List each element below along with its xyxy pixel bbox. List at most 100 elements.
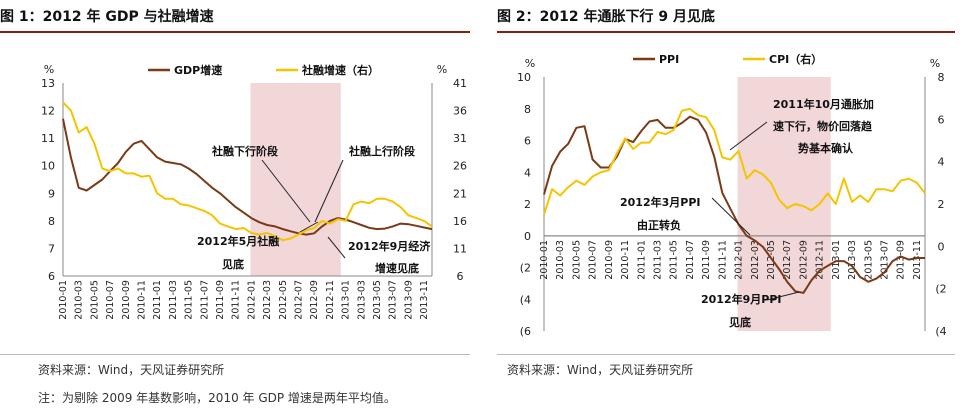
x-tick-label: 2012-01 xyxy=(246,280,257,320)
y-right-tick-label: 36 xyxy=(453,105,467,118)
x-tick-label: 2010-11 xyxy=(137,280,148,320)
y-right-tick-label: 26 xyxy=(453,160,467,173)
y-left-tick-label: 11 xyxy=(41,132,55,145)
x-tick-label: 2011-01 xyxy=(152,280,163,320)
y-right-tick-label: 6 xyxy=(457,270,464,283)
y-right-tick-label: 11 xyxy=(453,242,467,255)
x-tick-label: 2011-09 xyxy=(701,240,712,280)
legend-label: PPI xyxy=(659,53,679,66)
y-left-tick-label: 10 xyxy=(41,160,55,173)
annotation-text: 2012年3月PPI xyxy=(620,195,701,209)
y-right-tick-label: 21 xyxy=(453,187,467,200)
figure-2-chart: 10 8 6 4 2 0 (2 (4 (6 8 6 4 2 0 (2 (4% % 2010-01 2010-03 20… xyxy=(517,52,947,338)
x-tick-label: 2011-09 xyxy=(215,280,226,320)
x-tick-label: 2011-01 xyxy=(636,240,647,280)
x-tick-label: 2013-11 xyxy=(912,240,923,280)
y-right-tick-label: 4 xyxy=(938,156,945,169)
figure-2-source-rule xyxy=(497,354,955,355)
figure-1-chart: 6 7 8 9 10 11 12 13 6 11 16 21 26 31 36 41% % 2010-01 2010… xyxy=(41,63,467,320)
y-left-tick-label: 8 xyxy=(524,103,531,116)
annotation-arrow xyxy=(327,236,346,259)
y-right-tick-label: 8 xyxy=(938,71,945,84)
x-tick-label: 2013-07 xyxy=(388,280,399,320)
x-tick-label: 2011-11 xyxy=(717,240,728,280)
x-tick-label: 2012-05 xyxy=(278,280,289,320)
annotation-text: 见底 xyxy=(222,257,244,271)
x-tick-label: 2013-01 xyxy=(341,280,352,320)
x-tick-label: 2012-11 xyxy=(815,240,826,280)
y-right-tick-label: 6 xyxy=(938,113,945,126)
x-tick-label: 2010-09 xyxy=(604,240,615,280)
y-left-tick-label: 12 xyxy=(41,105,55,118)
x-tick-label: 2012-01 xyxy=(734,240,745,280)
x-tick-label: 2011-05 xyxy=(669,240,680,280)
series-line-secondary xyxy=(543,107,926,215)
x-tick-label: 2012-09 xyxy=(798,240,809,280)
y-left-tick-label: 6 xyxy=(524,135,531,148)
x-tick-label: 2011-05 xyxy=(184,280,195,320)
x-tick-label: 2013-03 xyxy=(356,280,367,320)
legend-label: CPI（右） xyxy=(769,52,822,66)
figure-1-panel: 图 1：2012 年 GDP 与社融增速 6 7 8 9 10 11 12 13 6 11 16 21… xyxy=(0,0,478,410)
x-tick-label: 2010-11 xyxy=(620,240,631,280)
figure-2-title-rule xyxy=(497,31,955,33)
figure-1-title: 图 1：2012 年 GDP 与社融增速 xyxy=(0,9,214,25)
x-tick-label: 2011-03 xyxy=(652,240,663,280)
x-tick-label: 2013-09 xyxy=(896,240,907,280)
y-left-tick-label: 8 xyxy=(48,215,55,228)
annotation-arrow xyxy=(766,291,800,301)
annotation-arrow xyxy=(729,121,768,151)
figure-1-title-rule xyxy=(0,31,470,33)
annotation-text: 由正转负 xyxy=(637,218,681,232)
y-right-tick-label: (2 xyxy=(935,283,946,296)
y-right-unit-label: % xyxy=(930,57,940,70)
x-tick-label: 2011-07 xyxy=(199,280,210,320)
annotation-text: 势基本确认 xyxy=(798,141,854,155)
y-left-tick-label: (4 xyxy=(520,293,531,306)
x-tick-label: 2013-07 xyxy=(879,240,890,280)
y-right-tick-label: 2 xyxy=(938,198,945,211)
x-tick-label: 2011-11 xyxy=(231,280,242,320)
annotation-text: 2012年9月PPI xyxy=(701,292,782,306)
x-tick-label: 2012-09 xyxy=(309,280,320,320)
figure-1-note: 注：为剔除 2009 年基数影响，2010 年 GDP 增速是两年平均值。 xyxy=(38,391,396,405)
x-tick-label: 2010-07 xyxy=(105,280,116,320)
figure-2-panel: 图 2：2012 年通胀下行 9 月见底 10 8 6 4 2 0 (2 (4 (6 8 6 4 2 0 (… xyxy=(497,0,965,410)
series-line-primary xyxy=(543,115,925,294)
x-tick-label: 2012-03 xyxy=(750,240,761,280)
y-left-tick-label: 9 xyxy=(48,187,55,200)
x-tick-label: 2010-01 xyxy=(539,240,550,280)
y-left-tick-label: 10 xyxy=(517,71,531,84)
annotation-text: 2011年10月通胀加 xyxy=(773,97,874,111)
y-right-unit-label: % xyxy=(437,63,447,76)
figure-2-source: 资料来源：Wind，天风证券研究所 xyxy=(507,363,694,377)
y-left-tick-label: 13 xyxy=(41,77,55,90)
x-tick-label: 2012-03 xyxy=(262,280,273,320)
y-left-tick-label: 7 xyxy=(48,242,55,255)
annotation-text: 增速见底 xyxy=(375,261,419,275)
y-left-unit-label: % xyxy=(44,63,54,76)
x-tick-label: 2013-09 xyxy=(403,280,414,320)
y-right-tick-label: (4 xyxy=(935,325,946,338)
x-tick-label: 2013-03 xyxy=(847,240,858,280)
x-tick-label: 2010-03 xyxy=(74,280,85,320)
y-right-tick-label: 41 xyxy=(453,77,467,90)
annotation-arrow xyxy=(711,197,751,236)
y-left-tick-label: 6 xyxy=(48,270,55,283)
series-line-primary xyxy=(62,118,433,236)
y-left-unit-label: % xyxy=(525,57,535,70)
x-tick-label: 2010-01 xyxy=(58,280,69,320)
figure-1-source: 资料来源：Wind，天风证券研究所 xyxy=(38,363,225,377)
annotation-arrow xyxy=(314,159,344,223)
y-right-tick-label: 31 xyxy=(453,132,467,145)
shaded-period xyxy=(250,83,341,276)
annotation-text: 社融下行阶段 xyxy=(211,144,278,158)
x-tick-label: 2013-05 xyxy=(372,280,383,320)
annotation-text: 见底 xyxy=(729,315,751,329)
annotation-arrow xyxy=(261,159,311,223)
y-right-tick-label: 16 xyxy=(453,215,467,228)
x-tick-label: 2013-11 xyxy=(419,280,430,320)
x-tick-label: 2012-11 xyxy=(325,280,336,320)
x-tick-label: 2010-09 xyxy=(121,280,132,320)
legend-label: GDP增速 xyxy=(174,63,222,77)
